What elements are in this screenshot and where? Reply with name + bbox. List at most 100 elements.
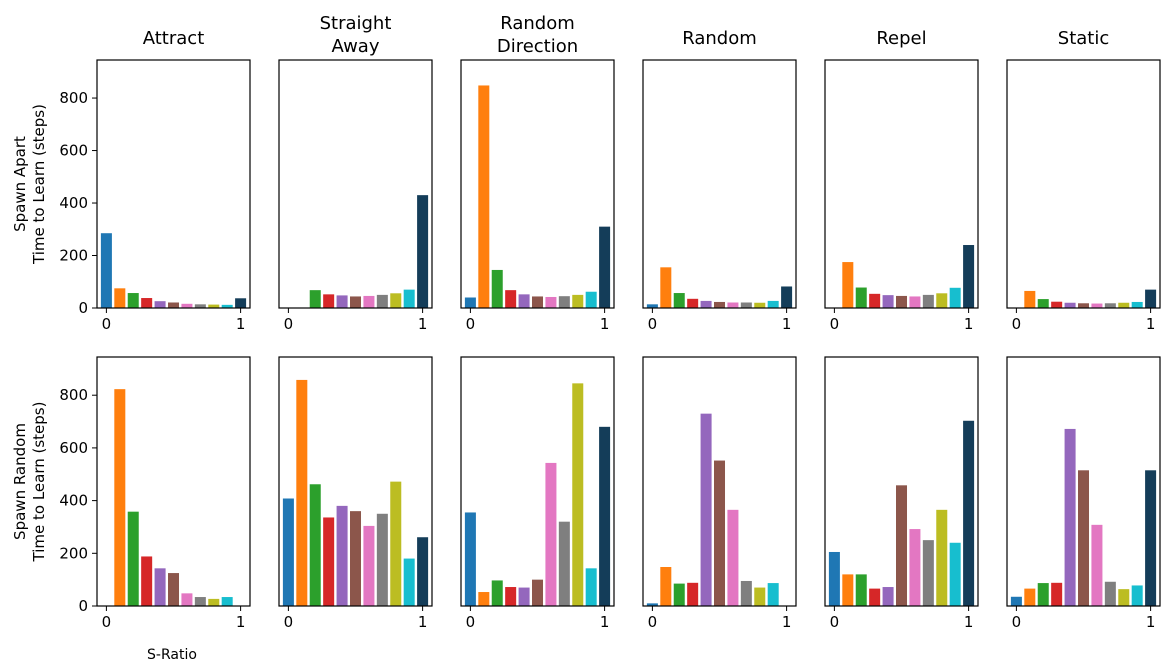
panel-0-0-bar-10 [235, 298, 247, 308]
panel-0-0-bar-5 [168, 302, 180, 308]
column-title-3-line-0: Random [682, 28, 757, 49]
panel-1-4-bar-3 [869, 588, 881, 606]
panel-1-0-bar-9 [221, 597, 233, 606]
panel-1-4-bar-0 [828, 551, 840, 606]
panel-0-5-bar-7 [1104, 303, 1116, 308]
panel-0-1-xtick-label-0: 0 [284, 315, 294, 333]
row-label-0-line-1: Time to Learn (steps) [30, 104, 48, 265]
panel-1-2-bar-7 [558, 521, 570, 606]
panel-0-5-bar-10 [1145, 289, 1157, 308]
panel-1-3-bar-8 [754, 587, 766, 606]
panel-0-0-bar-0 [100, 233, 112, 308]
panel-1-0-bar-4 [154, 568, 166, 606]
panel-0-3-xtick-label-0: 0 [648, 315, 658, 333]
panel-1-5-frame [1006, 356, 1161, 607]
panel-0-0-ytick-label-4: 800 [59, 89, 88, 107]
row-label-1-line-1: Time to Learn (steps) [30, 402, 48, 563]
panel-0-0-bar-4 [154, 301, 166, 308]
panel-1-1-frame [278, 356, 433, 607]
panel-1-1-bar-10 [417, 537, 429, 606]
panel-0-4-bar-1 [842, 262, 854, 308]
panel-1-2-bar-10 [599, 426, 611, 606]
panel-0-3-bar-7 [740, 302, 752, 308]
panel-0-1-bar-10 [417, 195, 429, 308]
panel-0-5-bar-6 [1091, 303, 1103, 308]
panel-1-4-bar-5 [896, 485, 908, 606]
panel-1-3-xtick-label-0: 0 [648, 613, 658, 631]
row-label-0-line-0: Spawn Apart [11, 136, 29, 232]
panel-0-5-bar-5 [1078, 303, 1090, 308]
panel-1-0-ytick-label-0: 0 [78, 597, 88, 615]
panel-1-1-xtick-label-1: 1 [418, 613, 428, 631]
panel-0-5-bar-1 [1024, 290, 1036, 308]
panel-0-1-bar-7 [376, 294, 388, 308]
panel-1-0-bar-6 [181, 593, 193, 606]
panel-1-5-bar-2 [1037, 583, 1049, 606]
panel-1-0-bar-3 [141, 556, 153, 606]
panel-0-5-bar-3 [1051, 301, 1063, 308]
panel-0-3-frame [642, 59, 797, 309]
panel-1-5-xtick-label-0: 0 [1012, 613, 1022, 631]
panel-0-0-bar-9 [221, 304, 233, 308]
panel-1-1-bar-6 [363, 525, 375, 606]
panel-0-3-bar-0 [646, 304, 658, 308]
panel-1-4-bar-8 [936, 509, 948, 606]
panel-1-1-bar-7 [376, 513, 388, 606]
panel-1-4-frame [824, 356, 979, 607]
panel-0-2-bar-8 [572, 294, 584, 308]
panel-0-5-xtick-label-0: 0 [1012, 315, 1022, 333]
panel-1-5-bar-7 [1104, 581, 1116, 606]
panel-0-2-bar-0 [464, 297, 476, 308]
panel-1-0-bar-7 [194, 597, 206, 606]
panel-0-0-xtick-label-0: 0 [102, 315, 112, 333]
panel-1-5-bar-3 [1051, 582, 1063, 606]
panel-0-4-xtick-label-1: 1 [964, 315, 974, 333]
panel-1-5-bar-1 [1024, 588, 1036, 606]
x-axis-label: S-Ratio [147, 647, 197, 663]
panel-1-1-bar-1 [296, 379, 308, 606]
panel-0-3-bar-3 [687, 298, 699, 308]
panel-0-1-bar-5 [350, 296, 362, 308]
panel-0-1-xtick-label-1: 1 [418, 315, 428, 333]
panel-1-3-bar-7 [740, 580, 752, 606]
panel-0-4-bar-10 [963, 245, 975, 308]
panel-0-2-xtick-label-1: 1 [600, 315, 610, 333]
panel-1-3-bar-6 [727, 509, 739, 606]
panel-1-5-xtick-label-1: 1 [1146, 613, 1156, 631]
panel-1-2-bar-4 [518, 587, 530, 606]
panel-0-2-bar-9 [585, 291, 597, 308]
panel-0-5-bar-2 [1037, 299, 1049, 308]
panel-1-1-bar-9 [403, 558, 415, 606]
panel-0-0-ytick-label-2: 400 [59, 194, 88, 212]
panel-0-3-bar-2 [673, 293, 685, 308]
panel-1-2-xtick-label-0: 0 [466, 613, 476, 631]
panel-1-5-bar-6 [1091, 524, 1103, 606]
panel-0-1-bar-6 [363, 295, 375, 308]
panel-0-0-ytick-label-3: 600 [59, 142, 88, 160]
panel-0-0-bar-6 [181, 303, 193, 308]
panel-0-2-bar-2 [491, 269, 503, 308]
panel-0-0-bar-7 [194, 304, 206, 308]
panel-1-5-bar-4 [1064, 428, 1076, 606]
panel-0-4-bar-4 [882, 295, 894, 308]
panel-0-5-frame [1006, 59, 1161, 309]
panel-1-1-xtick-label-0: 0 [284, 613, 294, 631]
panel-1-3-bar-2 [673, 583, 685, 606]
panel-1-2-bar-9 [585, 568, 597, 606]
panel-1-1-bar-5 [350, 511, 362, 606]
panel-1-5-bar-5 [1078, 470, 1090, 606]
panel-1-3-bar-5 [714, 460, 726, 606]
panel-1-4-bar-4 [882, 587, 894, 606]
panel-0-1-bar-2 [309, 290, 321, 308]
panel-1-1-bar-0 [282, 498, 294, 606]
panel-1-4-bar-7 [922, 540, 934, 606]
panel-0-0-bar-1 [114, 288, 126, 308]
panel-0-4-frame [824, 59, 979, 309]
panel-1-2-bar-0 [464, 512, 476, 606]
panel-1-2-bar-1 [478, 592, 490, 606]
panel-1-4-bar-6 [909, 529, 921, 606]
panel-1-0-xtick-label-0: 0 [102, 613, 112, 631]
panel-0-2-xtick-label-0: 0 [466, 315, 476, 333]
panel-0-2-bar-1 [478, 85, 490, 309]
